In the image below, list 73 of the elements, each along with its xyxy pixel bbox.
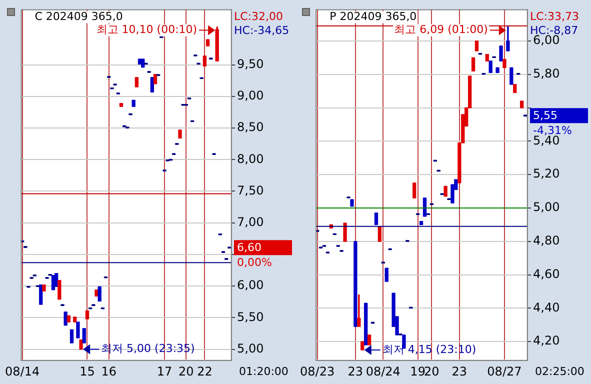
x-tick-label: 15 <box>80 364 95 378</box>
x-tick-label: 08/23 <box>300 364 335 378</box>
chart-title: P 202409 365,0 <box>330 10 417 24</box>
y-tick-label: 4,80 <box>533 234 560 248</box>
y-tick-label: 9,00 <box>237 88 264 103</box>
candlestick <box>42 284 46 292</box>
candlestick <box>343 222 347 242</box>
text: LC:32,00 <box>234 10 284 24</box>
candlestick <box>119 103 124 107</box>
candlestick <box>402 334 406 349</box>
y-tick-label: 7,00 <box>237 214 264 229</box>
x-tick-label: 20 <box>178 364 194 378</box>
y-tick-label: 6,00 <box>237 278 264 292</box>
candlestick <box>134 77 139 88</box>
x-tick-label: 23 <box>452 364 468 378</box>
annotation: 최저 5,00 (23:35) <box>101 342 195 356</box>
candlestick <box>82 328 86 344</box>
y-tick-label: 5,00 <box>237 341 264 356</box>
annotation: 최고 10,10 (00:10) <box>96 23 198 36</box>
y-tick-label: 4,60 <box>533 266 560 281</box>
text: 5,55 <box>533 108 558 122</box>
x-tick-label: 19 <box>410 364 426 378</box>
candlestick <box>66 315 71 322</box>
candlestick <box>73 316 77 322</box>
y-tick-label: 5,00 <box>533 200 560 214</box>
candlestick <box>374 212 378 226</box>
chart-title: C 202409 365,0 <box>34 10 123 24</box>
candlestick <box>58 280 62 300</box>
candlestick <box>360 341 364 350</box>
candlestick <box>70 329 74 344</box>
candlestick <box>153 74 158 84</box>
y-tick-label: 5,80 <box>533 66 560 80</box>
candlestick <box>520 100 524 108</box>
candlestick <box>471 57 476 72</box>
x-tick-label: 08/14 <box>5 364 40 378</box>
text: 02:25:00 <box>535 364 584 378</box>
text: 6,60 <box>237 240 262 254</box>
text: -4,31% <box>533 124 572 137</box>
x-tick-label: 17 <box>156 364 172 378</box>
text: LC:33,73 <box>530 10 580 24</box>
text: HC:-34,65 <box>234 24 290 38</box>
annotation: 최고 6,09 (01:00) <box>394 23 488 36</box>
x-tick-label: 23 <box>348 364 364 378</box>
x-tick-label: 08/24 <box>366 364 400 378</box>
x-tick-label: 20 <box>424 364 440 378</box>
candlestick <box>488 60 492 74</box>
candlestick <box>485 54 489 62</box>
candlestick <box>444 186 448 197</box>
x-tick-label: 08/27 <box>487 364 522 378</box>
x-tick-label: 22 <box>197 364 212 378</box>
text: 01:20:00 <box>239 364 288 378</box>
candlestick <box>474 40 479 52</box>
y-tick-label: 8,50 <box>237 120 264 134</box>
y-tick-label: 6,00 <box>533 33 560 48</box>
candlestick <box>350 199 354 207</box>
y-tick-label: 8,00 <box>237 152 264 166</box>
y-tick-label: 7,50 <box>237 183 264 198</box>
candlestick <box>499 46 503 62</box>
y-tick-label: 9,50 <box>237 56 264 71</box>
y-tick-label: 5,50 <box>237 310 264 324</box>
candlestick <box>178 130 182 138</box>
y-tick-label: 4,40 <box>533 300 560 314</box>
text: 0,00% <box>237 256 272 269</box>
candlestick <box>76 322 80 338</box>
y-tick-label: 5,20 <box>533 166 560 181</box>
candlestick <box>132 100 136 107</box>
x-tick-label: 16 <box>101 364 117 378</box>
candlestick <box>206 39 210 46</box>
candlestick <box>496 67 500 74</box>
candlestick <box>202 56 207 66</box>
candlestick <box>412 182 416 198</box>
y-tick-label: 4,20 <box>533 334 560 348</box>
candlestick <box>384 268 388 282</box>
